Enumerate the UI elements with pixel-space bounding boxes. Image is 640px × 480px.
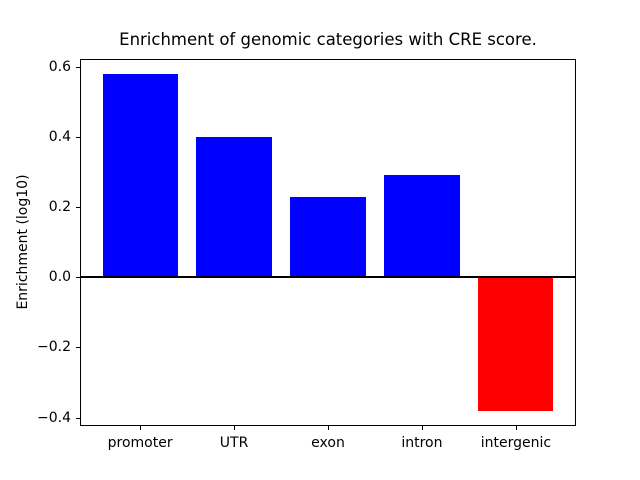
x-tick-label: exon <box>311 435 345 451</box>
x-tick-mark <box>234 426 236 430</box>
bar-intron <box>384 175 460 278</box>
zero-line <box>80 276 576 279</box>
x-tick-label: UTR <box>219 435 249 451</box>
x-tick-mark <box>328 426 329 430</box>
bar-exon <box>290 196 366 278</box>
x-tick-label: intron <box>401 435 443 451</box>
y-tick-mark <box>76 277 80 279</box>
x-tick-label: promoter <box>107 435 173 451</box>
y-tick-mark <box>76 417 80 419</box>
y-tick-label: 0.2 <box>48 199 71 216</box>
x-tick-mark <box>140 426 142 430</box>
y-tick-label: −0.2 <box>37 339 71 356</box>
x-tick-mark <box>515 426 517 430</box>
y-tick-label: 0.4 <box>48 128 71 145</box>
y-tick-mark <box>76 347 80 349</box>
chart-title: Enrichment of genomic categories with CR… <box>119 30 537 49</box>
x-tick-mark <box>421 426 423 430</box>
y-tick-label: −0.4 <box>37 409 71 426</box>
y-tick-label: 0.6 <box>48 58 71 75</box>
x-tick-label: intergenic <box>480 435 552 451</box>
bar-UTR <box>196 136 272 278</box>
y-tick-mark <box>76 136 80 138</box>
y-axis-label: Enrichment (log10) <box>15 174 31 310</box>
bar-intergenic <box>478 277 554 411</box>
y-tick-label: 0.0 <box>48 269 71 286</box>
bar-promoter <box>102 73 178 278</box>
y-tick-mark <box>76 207 80 209</box>
y-tick-mark <box>76 66 80 68</box>
